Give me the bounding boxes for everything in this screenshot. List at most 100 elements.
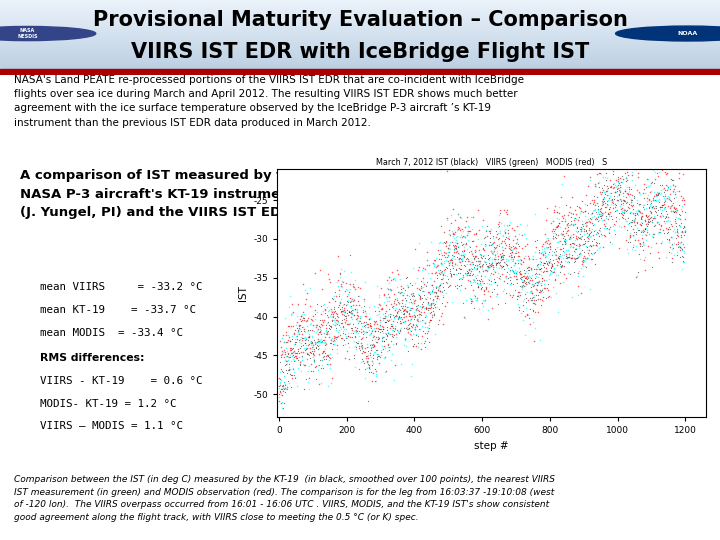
Point [437,291,449,300]
Point [619,206,631,214]
Point [404,315,415,324]
Point [299,333,310,342]
Point [652,172,663,180]
Point [615,177,626,186]
Point [456,224,467,233]
Point [540,259,552,267]
Point [613,190,624,199]
Point [282,353,294,361]
Point [325,309,336,318]
Point [394,319,405,327]
Point [642,220,654,229]
Point [548,268,559,276]
Point [297,348,309,356]
Point [660,195,671,204]
Point [557,261,568,270]
Point [544,239,556,247]
Point [383,315,395,324]
Point [533,279,544,287]
Point [516,282,527,291]
Point [343,332,354,340]
Point [364,313,376,322]
Point [602,191,613,200]
Point [594,187,606,196]
Point [517,316,528,325]
Point [403,292,415,301]
Point [339,354,351,362]
Point [432,266,444,275]
Point [547,217,559,226]
Point [662,184,674,193]
Point [465,299,477,307]
Point [325,305,337,314]
Point [500,260,512,268]
Point [582,232,593,241]
Point [564,221,576,230]
Point [644,206,656,215]
Point [464,276,475,285]
Point [473,261,485,270]
Point [478,246,490,255]
Bar [0,72,720,73]
Point [467,258,479,266]
Point [643,230,654,238]
Point [300,345,312,353]
Point [580,227,592,236]
Point [431,293,443,302]
Point [337,306,348,315]
Point [532,273,544,281]
Point [561,220,572,229]
Point [374,318,386,326]
Point [374,291,385,300]
Point [281,347,292,356]
Point [274,393,285,401]
Point [426,299,438,307]
Point [355,325,366,333]
Point [300,294,312,303]
Point [539,253,551,261]
Point [448,242,459,251]
Point [323,360,334,368]
Point [532,291,544,299]
Point [349,362,361,371]
Point [570,247,581,256]
Point [472,264,483,272]
Point [585,218,596,227]
Point [480,227,492,235]
Point [549,233,560,241]
Point [654,203,666,212]
Point [459,313,470,322]
Point [590,238,602,246]
Point [403,309,415,318]
Point [567,221,579,230]
Point [333,316,344,325]
Point [657,192,669,200]
Point [410,302,422,310]
Point [496,269,508,278]
Point [440,238,451,246]
Point [392,314,404,322]
Point [501,261,513,269]
Point [506,256,518,265]
Point [611,206,623,215]
Point [428,310,440,319]
Point [540,216,552,225]
Point [277,387,289,395]
Point [597,200,608,208]
Point [498,265,510,273]
Point [647,178,658,186]
Point [636,212,647,221]
Point [453,254,464,263]
Point [530,272,541,281]
Point [292,364,303,373]
Point [297,313,308,321]
Point [640,212,652,220]
Point [306,333,318,341]
Point [480,240,491,248]
Point [617,195,629,204]
Point [500,229,511,238]
Point [588,227,599,235]
Point [336,282,348,291]
Point [405,303,417,312]
Point [526,271,537,280]
